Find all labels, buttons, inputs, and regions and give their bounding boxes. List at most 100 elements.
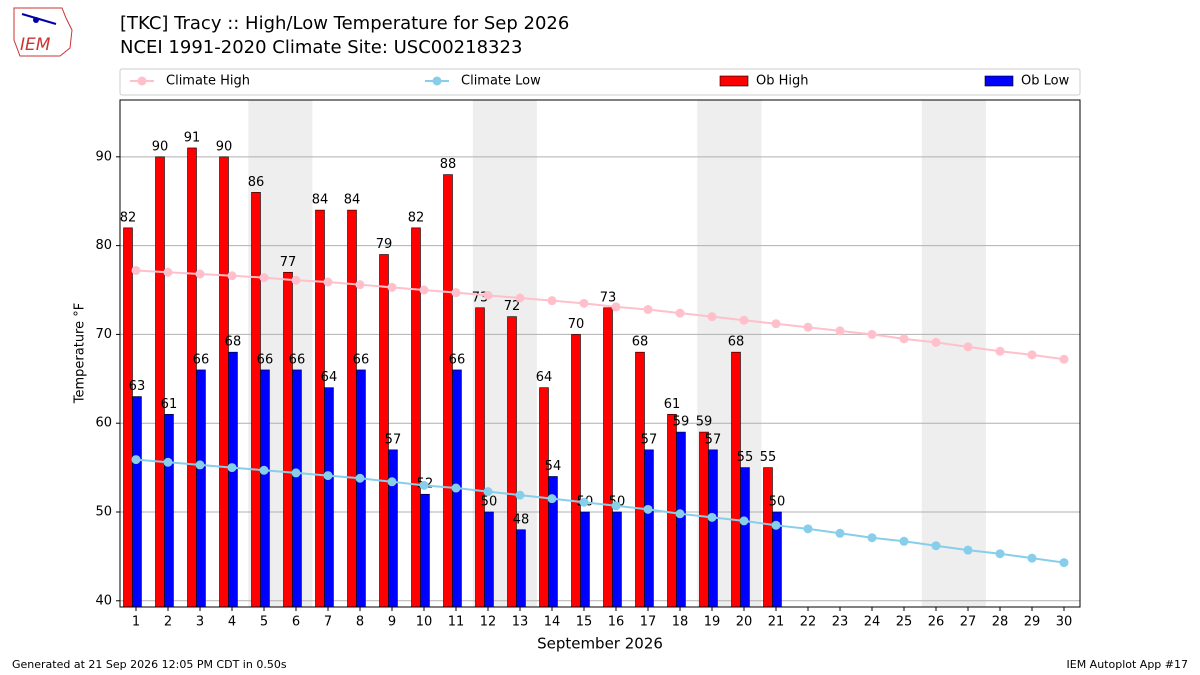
x-tick-label: 30 <box>1056 615 1073 630</box>
bar <box>571 334 581 608</box>
line <box>135 458 1065 564</box>
data-label: 50 <box>769 494 786 509</box>
data-label: 88 <box>440 157 457 172</box>
marker <box>675 509 685 519</box>
marker <box>931 541 941 551</box>
footer-left: Generated at 21 Sep 2026 12:05 PM CDT in… <box>12 658 287 671</box>
legend-label: Ob Low <box>1021 74 1070 89</box>
marker <box>547 296 557 306</box>
data-label: 57 <box>385 432 402 447</box>
x-tick-label: 18 <box>672 615 689 630</box>
marker <box>739 315 749 325</box>
x-axis-label: September 2026 <box>537 635 663 653</box>
marker <box>771 520 781 530</box>
bar <box>251 192 261 608</box>
bar <box>420 493 430 608</box>
x-tick-label: 13 <box>512 615 529 630</box>
data-label: 84 <box>312 193 329 208</box>
marker <box>227 271 237 281</box>
bar <box>667 414 677 608</box>
marker <box>995 346 1005 356</box>
marker <box>419 480 429 490</box>
marker <box>707 512 717 522</box>
y-axis-label: Temperature °F <box>73 303 88 404</box>
marker <box>867 329 877 339</box>
marker <box>803 524 813 534</box>
x-tick-label: 14 <box>544 615 561 630</box>
x-tick-label: 3 <box>196 615 204 630</box>
bar <box>507 316 517 608</box>
marker <box>195 269 205 279</box>
bar <box>612 511 622 608</box>
marker <box>931 337 941 347</box>
marker <box>291 275 301 285</box>
data-label: 50 <box>481 494 498 509</box>
data-label: 84 <box>344 193 361 208</box>
bar <box>132 396 142 608</box>
x-tick-label: 25 <box>896 615 913 630</box>
marker <box>1059 558 1069 568</box>
data-label: 66 <box>257 352 274 367</box>
data-label: 48 <box>513 512 530 527</box>
bar <box>347 209 357 608</box>
bar <box>292 369 302 608</box>
marker <box>515 293 525 303</box>
marker <box>995 549 1005 559</box>
footer-right: IEM Autoplot App #17 <box>1067 658 1189 671</box>
logo: IEM <box>13 7 73 57</box>
data-label: 66 <box>449 352 466 367</box>
marker <box>675 308 685 318</box>
data-label: 63 <box>129 379 146 394</box>
y-tick-label: 80 <box>95 238 112 253</box>
data-label: 66 <box>353 352 370 367</box>
data-label: 59 <box>696 415 713 430</box>
data-label: 79 <box>376 237 393 252</box>
data-label: 61 <box>664 397 681 412</box>
x-tick-label: 6 <box>292 615 300 630</box>
bar <box>603 307 613 608</box>
marker <box>483 487 493 497</box>
bar <box>260 369 270 608</box>
bar <box>196 369 206 608</box>
marker <box>515 490 525 500</box>
marker <box>611 302 621 312</box>
x-tick-label: 4 <box>228 615 236 630</box>
marker <box>1027 553 1037 563</box>
bar <box>164 414 174 608</box>
marker <box>323 277 333 287</box>
data-label: 82 <box>408 210 425 225</box>
marker <box>963 545 973 555</box>
bar <box>219 156 229 608</box>
legend-label: Climate High <box>166 74 250 89</box>
marker <box>643 504 653 514</box>
x-tick-label: 29 <box>1024 615 1041 630</box>
marker <box>611 501 621 511</box>
x-tick-label: 7 <box>324 615 332 630</box>
bar <box>644 449 654 608</box>
x-tick-label: 1 <box>132 615 140 630</box>
x-tick-label: 2 <box>164 615 172 630</box>
marker <box>419 285 429 295</box>
x-tick-label: 20 <box>736 615 753 630</box>
marker <box>1059 354 1069 364</box>
marker <box>579 298 589 308</box>
marker <box>963 342 973 352</box>
marker <box>291 468 301 478</box>
bar <box>388 449 398 608</box>
bar <box>731 351 741 608</box>
legend-swatch <box>719 75 749 87</box>
x-tick-label: 27 <box>960 615 977 630</box>
marker <box>451 483 461 493</box>
bar <box>315 209 325 608</box>
x-tick-label: 16 <box>608 615 625 630</box>
x-tick-label: 11 <box>448 615 465 630</box>
data-label: 55 <box>737 450 754 465</box>
marker <box>803 322 813 332</box>
data-label: 68 <box>728 335 745 350</box>
bar <box>443 174 453 608</box>
bar <box>283 271 293 608</box>
bar <box>123 227 133 608</box>
data-label: 72 <box>504 299 521 314</box>
legend-swatch <box>984 75 1014 87</box>
data-label: 66 <box>289 352 306 367</box>
